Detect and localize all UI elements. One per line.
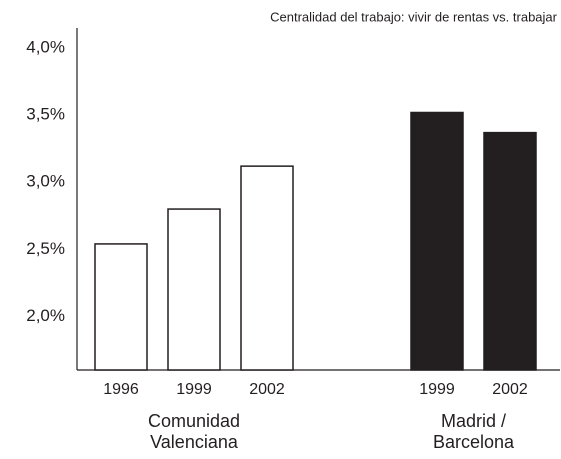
group-label: Valenciana	[150, 432, 239, 452]
y-tick-label: 3,5%	[26, 105, 65, 124]
x-tick-label: 1999	[419, 381, 455, 398]
y-tick-label: 2,5%	[26, 239, 65, 258]
x-tick-label: 1999	[176, 381, 212, 398]
group-label: Comunidad	[148, 411, 240, 431]
group-label: Madrid /	[441, 411, 506, 431]
y-tick-label: 3,0%	[26, 172, 65, 191]
bar	[410, 111, 464, 371]
y-tick-label: 2,0%	[26, 306, 65, 325]
x-tick-label: 1996	[103, 381, 139, 398]
bar	[167, 208, 221, 371]
x-tick-label: 2002	[249, 381, 285, 398]
bar	[483, 131, 537, 371]
chart-title: Centralidad del trabajo: vivir de rentas…	[270, 9, 558, 24]
bar	[240, 165, 294, 371]
group-label: Barcelona	[433, 432, 515, 452]
y-tick-label: 4,0%	[26, 38, 65, 57]
bar	[94, 243, 148, 371]
x-tick-label: 2002	[492, 381, 528, 398]
